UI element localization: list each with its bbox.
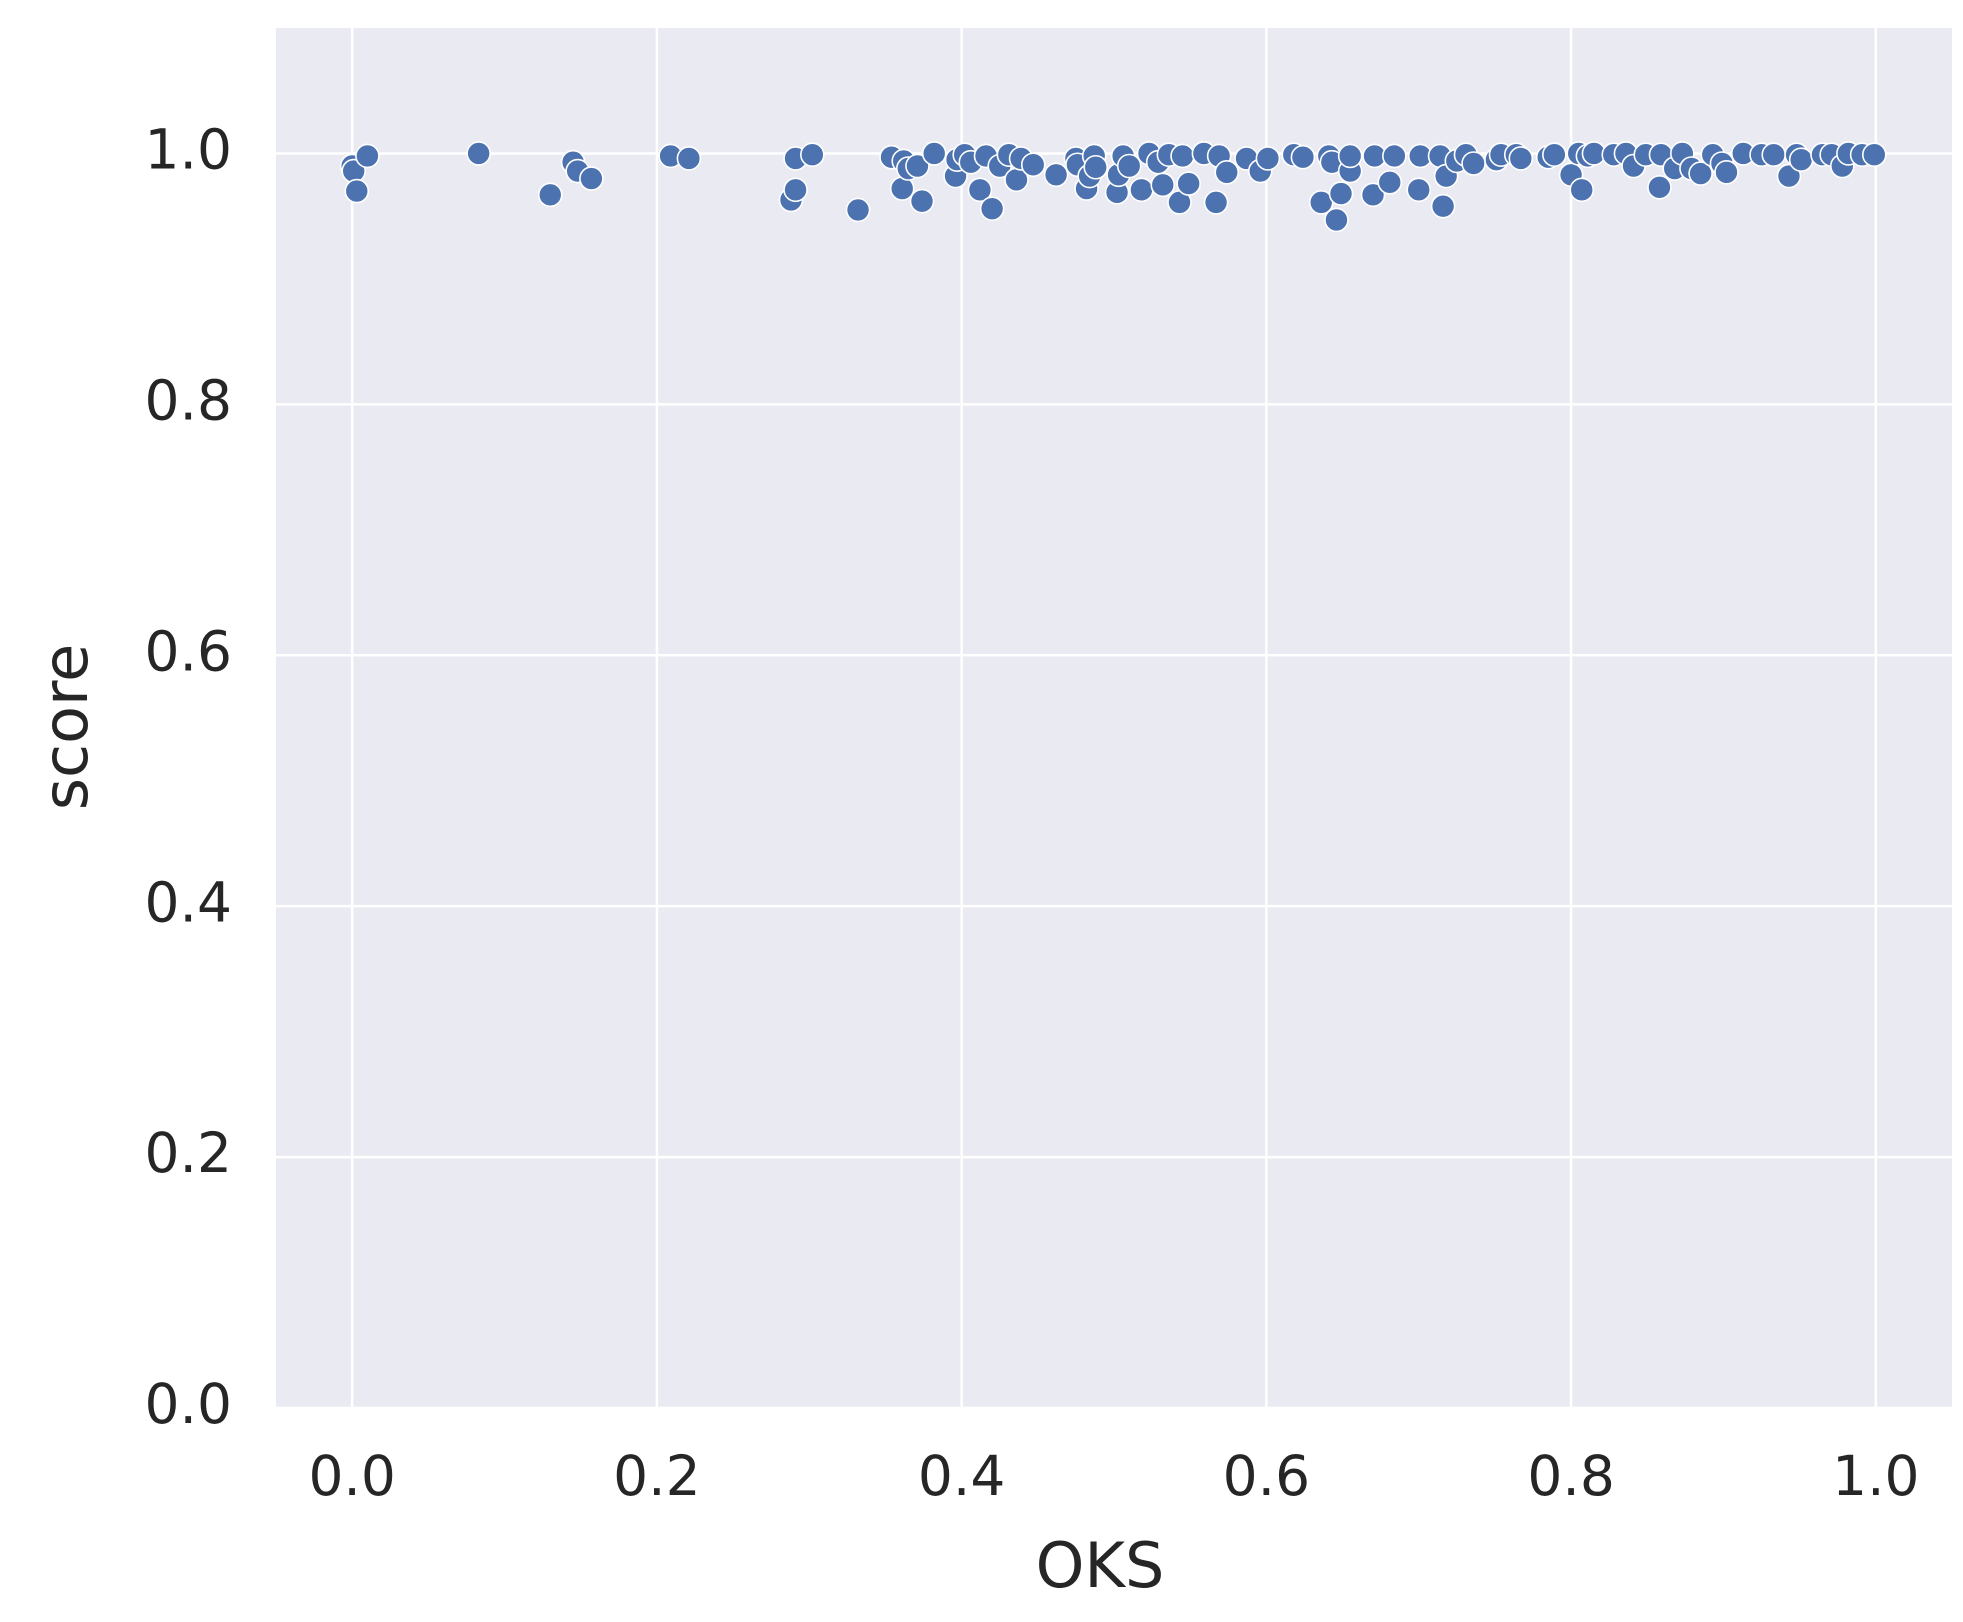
point bbox=[1129, 177, 1154, 203]
point bbox=[1377, 170, 1403, 195]
x-tick-label: 0.2 bbox=[613, 1444, 700, 1508]
point bbox=[1116, 153, 1142, 179]
plot-background bbox=[276, 28, 1952, 1408]
grid bbox=[276, 28, 1952, 1410]
point bbox=[909, 188, 935, 214]
ticks: 0.0 0.2 0.4 0.6 0.8 1.0 0.0 0.2 0.4 0.6 0.8 1.0 bbox=[145, 118, 1920, 1509]
point bbox=[1508, 146, 1534, 171]
point bbox=[1861, 142, 1887, 168]
x-tick-label: 0.0 bbox=[308, 1444, 395, 1508]
point bbox=[1020, 152, 1046, 178]
y-tick-label: 0.8 bbox=[145, 369, 232, 433]
x-axis-label: OKS bbox=[1036, 1529, 1165, 1602]
y-tick-label: 0.6 bbox=[145, 619, 232, 683]
point bbox=[1214, 159, 1240, 185]
point bbox=[967, 177, 993, 203]
point bbox=[783, 177, 808, 203]
point bbox=[979, 196, 1005, 221]
x-tick-label: 0.6 bbox=[1223, 1444, 1310, 1508]
point bbox=[1360, 182, 1386, 208]
point bbox=[921, 141, 947, 166]
point bbox=[1647, 175, 1672, 200]
point bbox=[1255, 146, 1281, 171]
point bbox=[1176, 171, 1201, 196]
point bbox=[1324, 207, 1349, 233]
point bbox=[1542, 142, 1567, 168]
point bbox=[344, 178, 370, 204]
point bbox=[1083, 154, 1109, 180]
point bbox=[1337, 143, 1363, 169]
x-tick-label: 1.0 bbox=[1832, 1444, 1919, 1508]
point bbox=[1569, 177, 1595, 203]
y-tick-label: 0.2 bbox=[145, 1121, 232, 1185]
point bbox=[1043, 162, 1069, 188]
point bbox=[1382, 143, 1407, 169]
point bbox=[466, 141, 491, 166]
point bbox=[1150, 172, 1176, 198]
point bbox=[845, 197, 871, 223]
point bbox=[676, 146, 702, 171]
y-tick-label: 0.0 bbox=[145, 1372, 232, 1436]
point bbox=[1203, 190, 1229, 215]
point bbox=[1430, 193, 1456, 219]
point bbox=[1461, 151, 1486, 176]
point bbox=[905, 153, 930, 179]
point bbox=[1714, 159, 1739, 185]
x-tick-label: 0.8 bbox=[1527, 1444, 1614, 1508]
point bbox=[1328, 181, 1354, 206]
point bbox=[1776, 163, 1802, 189]
point bbox=[579, 166, 604, 191]
point bbox=[537, 182, 563, 208]
point bbox=[800, 142, 825, 168]
point bbox=[355, 143, 380, 169]
points bbox=[339, 141, 1887, 233]
y-tick-label: 1.0 bbox=[145, 118, 232, 182]
point bbox=[1170, 143, 1195, 169]
y-axis-label: score bbox=[29, 644, 102, 811]
point bbox=[1688, 161, 1713, 186]
x-tick-label: 0.4 bbox=[918, 1444, 1005, 1508]
y-tick-label: 0.4 bbox=[145, 870, 232, 934]
point bbox=[1406, 177, 1432, 203]
point bbox=[1290, 144, 1316, 170]
point bbox=[1788, 147, 1814, 173]
point bbox=[1761, 142, 1787, 168]
